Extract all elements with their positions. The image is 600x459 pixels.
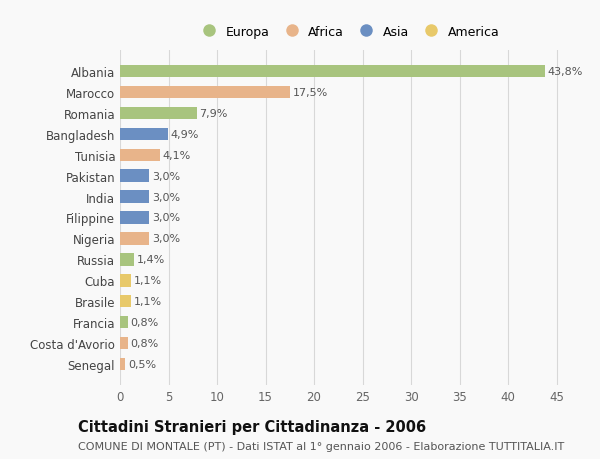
Text: 4,1%: 4,1% bbox=[163, 151, 191, 161]
Bar bbox=[120, 253, 134, 266]
Bar bbox=[120, 295, 131, 308]
Text: 1,1%: 1,1% bbox=[134, 297, 162, 307]
Bar bbox=[120, 170, 149, 183]
Text: Cittadini Stranieri per Cittadinanza - 2006: Cittadini Stranieri per Cittadinanza - 2… bbox=[78, 419, 426, 434]
Bar bbox=[120, 358, 125, 370]
Text: 7,9%: 7,9% bbox=[200, 109, 228, 119]
Text: 3,0%: 3,0% bbox=[152, 213, 180, 223]
Bar bbox=[120, 129, 167, 141]
Text: 43,8%: 43,8% bbox=[548, 67, 583, 77]
Text: COMUNE DI MONTALE (PT) - Dati ISTAT al 1° gennaio 2006 - Elaborazione TUTTITALIA: COMUNE DI MONTALE (PT) - Dati ISTAT al 1… bbox=[78, 441, 564, 451]
Bar bbox=[120, 274, 131, 287]
Bar bbox=[120, 107, 197, 120]
Text: 1,1%: 1,1% bbox=[134, 275, 162, 285]
Text: 3,0%: 3,0% bbox=[152, 234, 180, 244]
Bar bbox=[120, 337, 128, 349]
Text: 1,4%: 1,4% bbox=[136, 255, 165, 265]
Text: 4,9%: 4,9% bbox=[170, 129, 199, 140]
Text: 3,0%: 3,0% bbox=[152, 192, 180, 202]
Bar bbox=[120, 87, 290, 99]
Bar bbox=[120, 191, 149, 203]
Bar bbox=[120, 316, 128, 329]
Bar bbox=[120, 233, 149, 245]
Text: 0,5%: 0,5% bbox=[128, 359, 156, 369]
Legend: Europa, Africa, Asia, America: Europa, Africa, Asia, America bbox=[194, 23, 502, 41]
Text: 0,8%: 0,8% bbox=[131, 317, 159, 327]
Bar bbox=[120, 66, 545, 78]
Bar bbox=[120, 149, 160, 162]
Text: 17,5%: 17,5% bbox=[293, 88, 328, 98]
Bar bbox=[120, 212, 149, 224]
Text: 0,8%: 0,8% bbox=[131, 338, 159, 348]
Text: 3,0%: 3,0% bbox=[152, 171, 180, 181]
